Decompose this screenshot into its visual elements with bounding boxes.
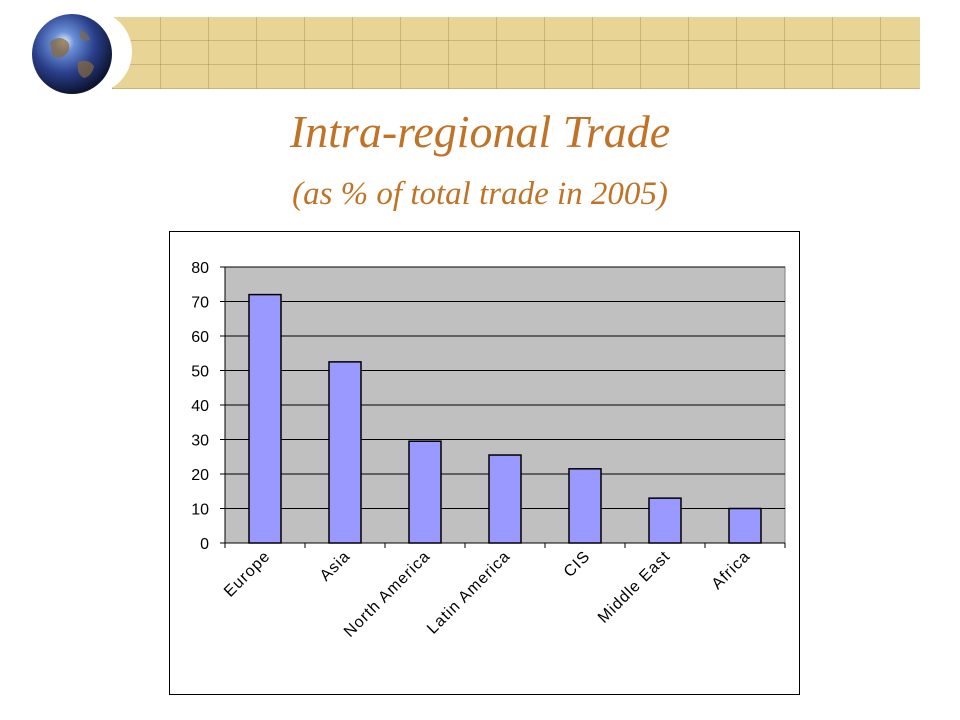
- map-banner: [112, 17, 920, 89]
- bar-north-america: [408, 440, 442, 544]
- y-tick-label: 10: [191, 502, 209, 519]
- bars: [248, 293, 762, 544]
- bar-asia: [328, 361, 362, 544]
- y-tick-label: 30: [191, 433, 209, 450]
- globe-icon: [32, 14, 112, 94]
- y-tick-label: 20: [191, 467, 209, 484]
- y-tick-label: 60: [191, 329, 209, 346]
- bar-middle-east: [648, 497, 682, 544]
- y-tick-label: 0: [200, 536, 209, 553]
- y-tick-label: 80: [191, 260, 209, 277]
- bar-africa: [728, 507, 762, 544]
- slide-subtitle: (as % of total trade in 2005): [292, 176, 668, 212]
- y-tick-label: 50: [191, 364, 209, 381]
- y-ticks: 0 10 20 30 40 50 60 70 80: [191, 260, 225, 553]
- y-tick-label: 40: [191, 398, 209, 415]
- bar-cis: [568, 468, 602, 544]
- bar-latin-america: [488, 454, 522, 544]
- slide-title: Intra-regional Trade: [289, 106, 671, 157]
- bar-europe: [248, 293, 282, 544]
- y-tick-label: 70: [191, 295, 209, 312]
